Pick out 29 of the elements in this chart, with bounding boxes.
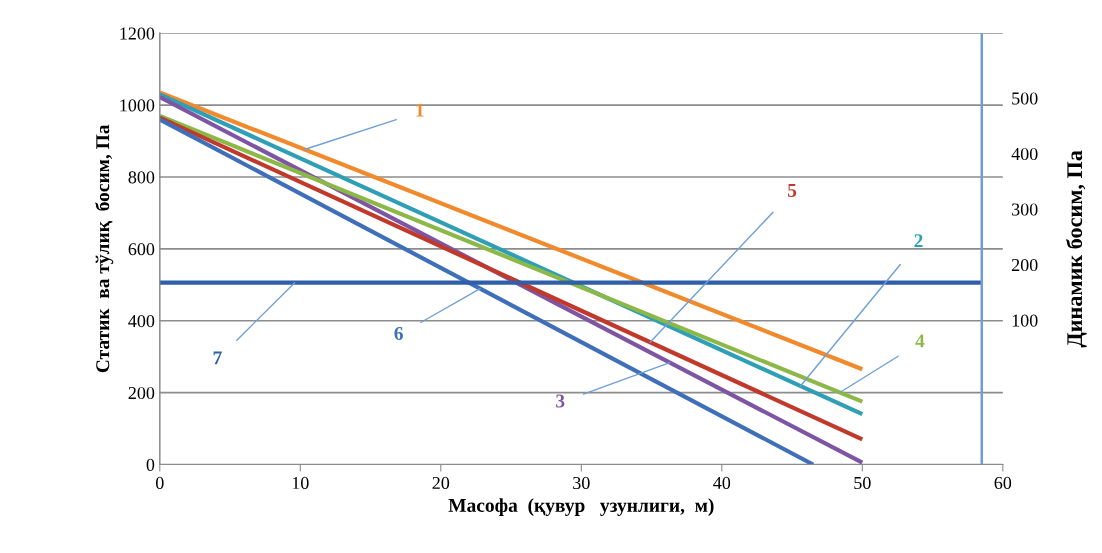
y-tick-label: 400 [128, 315, 155, 328]
text: 5 [787, 184, 797, 197]
y2-tick-label: 100 [1012, 314, 1038, 327]
text: 4 [915, 334, 925, 348]
x-tick-label: 50 [854, 476, 871, 490]
text: 1 [416, 103, 424, 117]
text: 6 [394, 326, 403, 340]
x-tick-label: 10 [292, 476, 309, 490]
y-tick-label: 1200 [120, 27, 155, 40]
text: 3 [556, 394, 565, 408]
y-tick-label: 1000 [120, 99, 155, 112]
y2-tick-label: 200 [1011, 258, 1038, 272]
y2-tick-label: 500 [1012, 92, 1038, 105]
y-tick-label: 0 [146, 458, 155, 471]
x-tick-label: 40 [713, 476, 731, 490]
y2-tick-label: 300 [1012, 203, 1038, 216]
x-axis-title: Масофа (қувур узунлиги, м) [448, 498, 714, 516]
y2-tick-label: 400 [1011, 147, 1038, 161]
y2-axis-title: Динамик босим, Па [1066, 150, 1087, 348]
y-tick-label: 200 [128, 386, 155, 400]
y-axis-title: Статик ва тўлиқ босим, Па [95, 124, 114, 373]
y-tick-label: 600 [128, 243, 155, 256]
x-tick-label: 0 [155, 476, 164, 490]
y-tick-label: 800 [128, 171, 155, 184]
x-tick-label: 60 [994, 476, 1012, 490]
text: 7 [213, 351, 222, 365]
x-tick-label: 20 [432, 476, 450, 490]
x-tick-label: 30 [573, 476, 590, 490]
text: 2 [914, 234, 923, 248]
